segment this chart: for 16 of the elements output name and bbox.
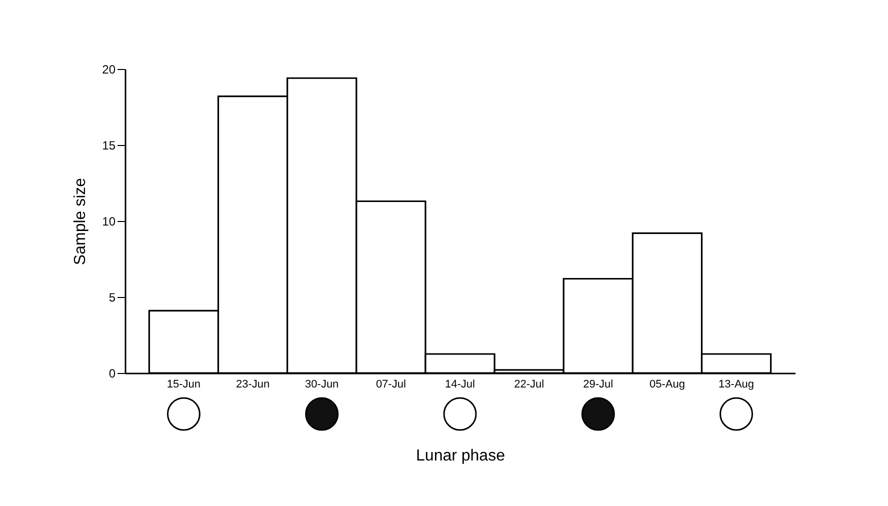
x-tick-label: 23-Jun bbox=[236, 378, 270, 390]
x-tick-label: 15-Jun bbox=[166, 378, 201, 390]
y-tick-label: 5 bbox=[108, 290, 116, 304]
y-tick-label: 10 bbox=[102, 214, 116, 228]
x-tick-label: 13-Aug bbox=[718, 378, 754, 390]
x-tick-label: 07-Jul bbox=[376, 378, 406, 390]
y-axis-title: Sample size bbox=[72, 178, 90, 266]
x-tick-label: 05-Aug bbox=[649, 378, 685, 390]
y-tick-label: 20 bbox=[102, 62, 116, 76]
x-tick-label: 14-Jul bbox=[445, 378, 475, 390]
y-tick-label: 15 bbox=[102, 138, 116, 152]
x-tick-label: 22-Jul bbox=[514, 378, 544, 390]
x-tick-label: 30-Jun bbox=[305, 378, 339, 390]
y-tick-label: 0 bbox=[108, 366, 116, 380]
x-tick-label: 29-Jul bbox=[583, 378, 614, 390]
x-axis-title: Lunar phase bbox=[416, 448, 506, 464]
